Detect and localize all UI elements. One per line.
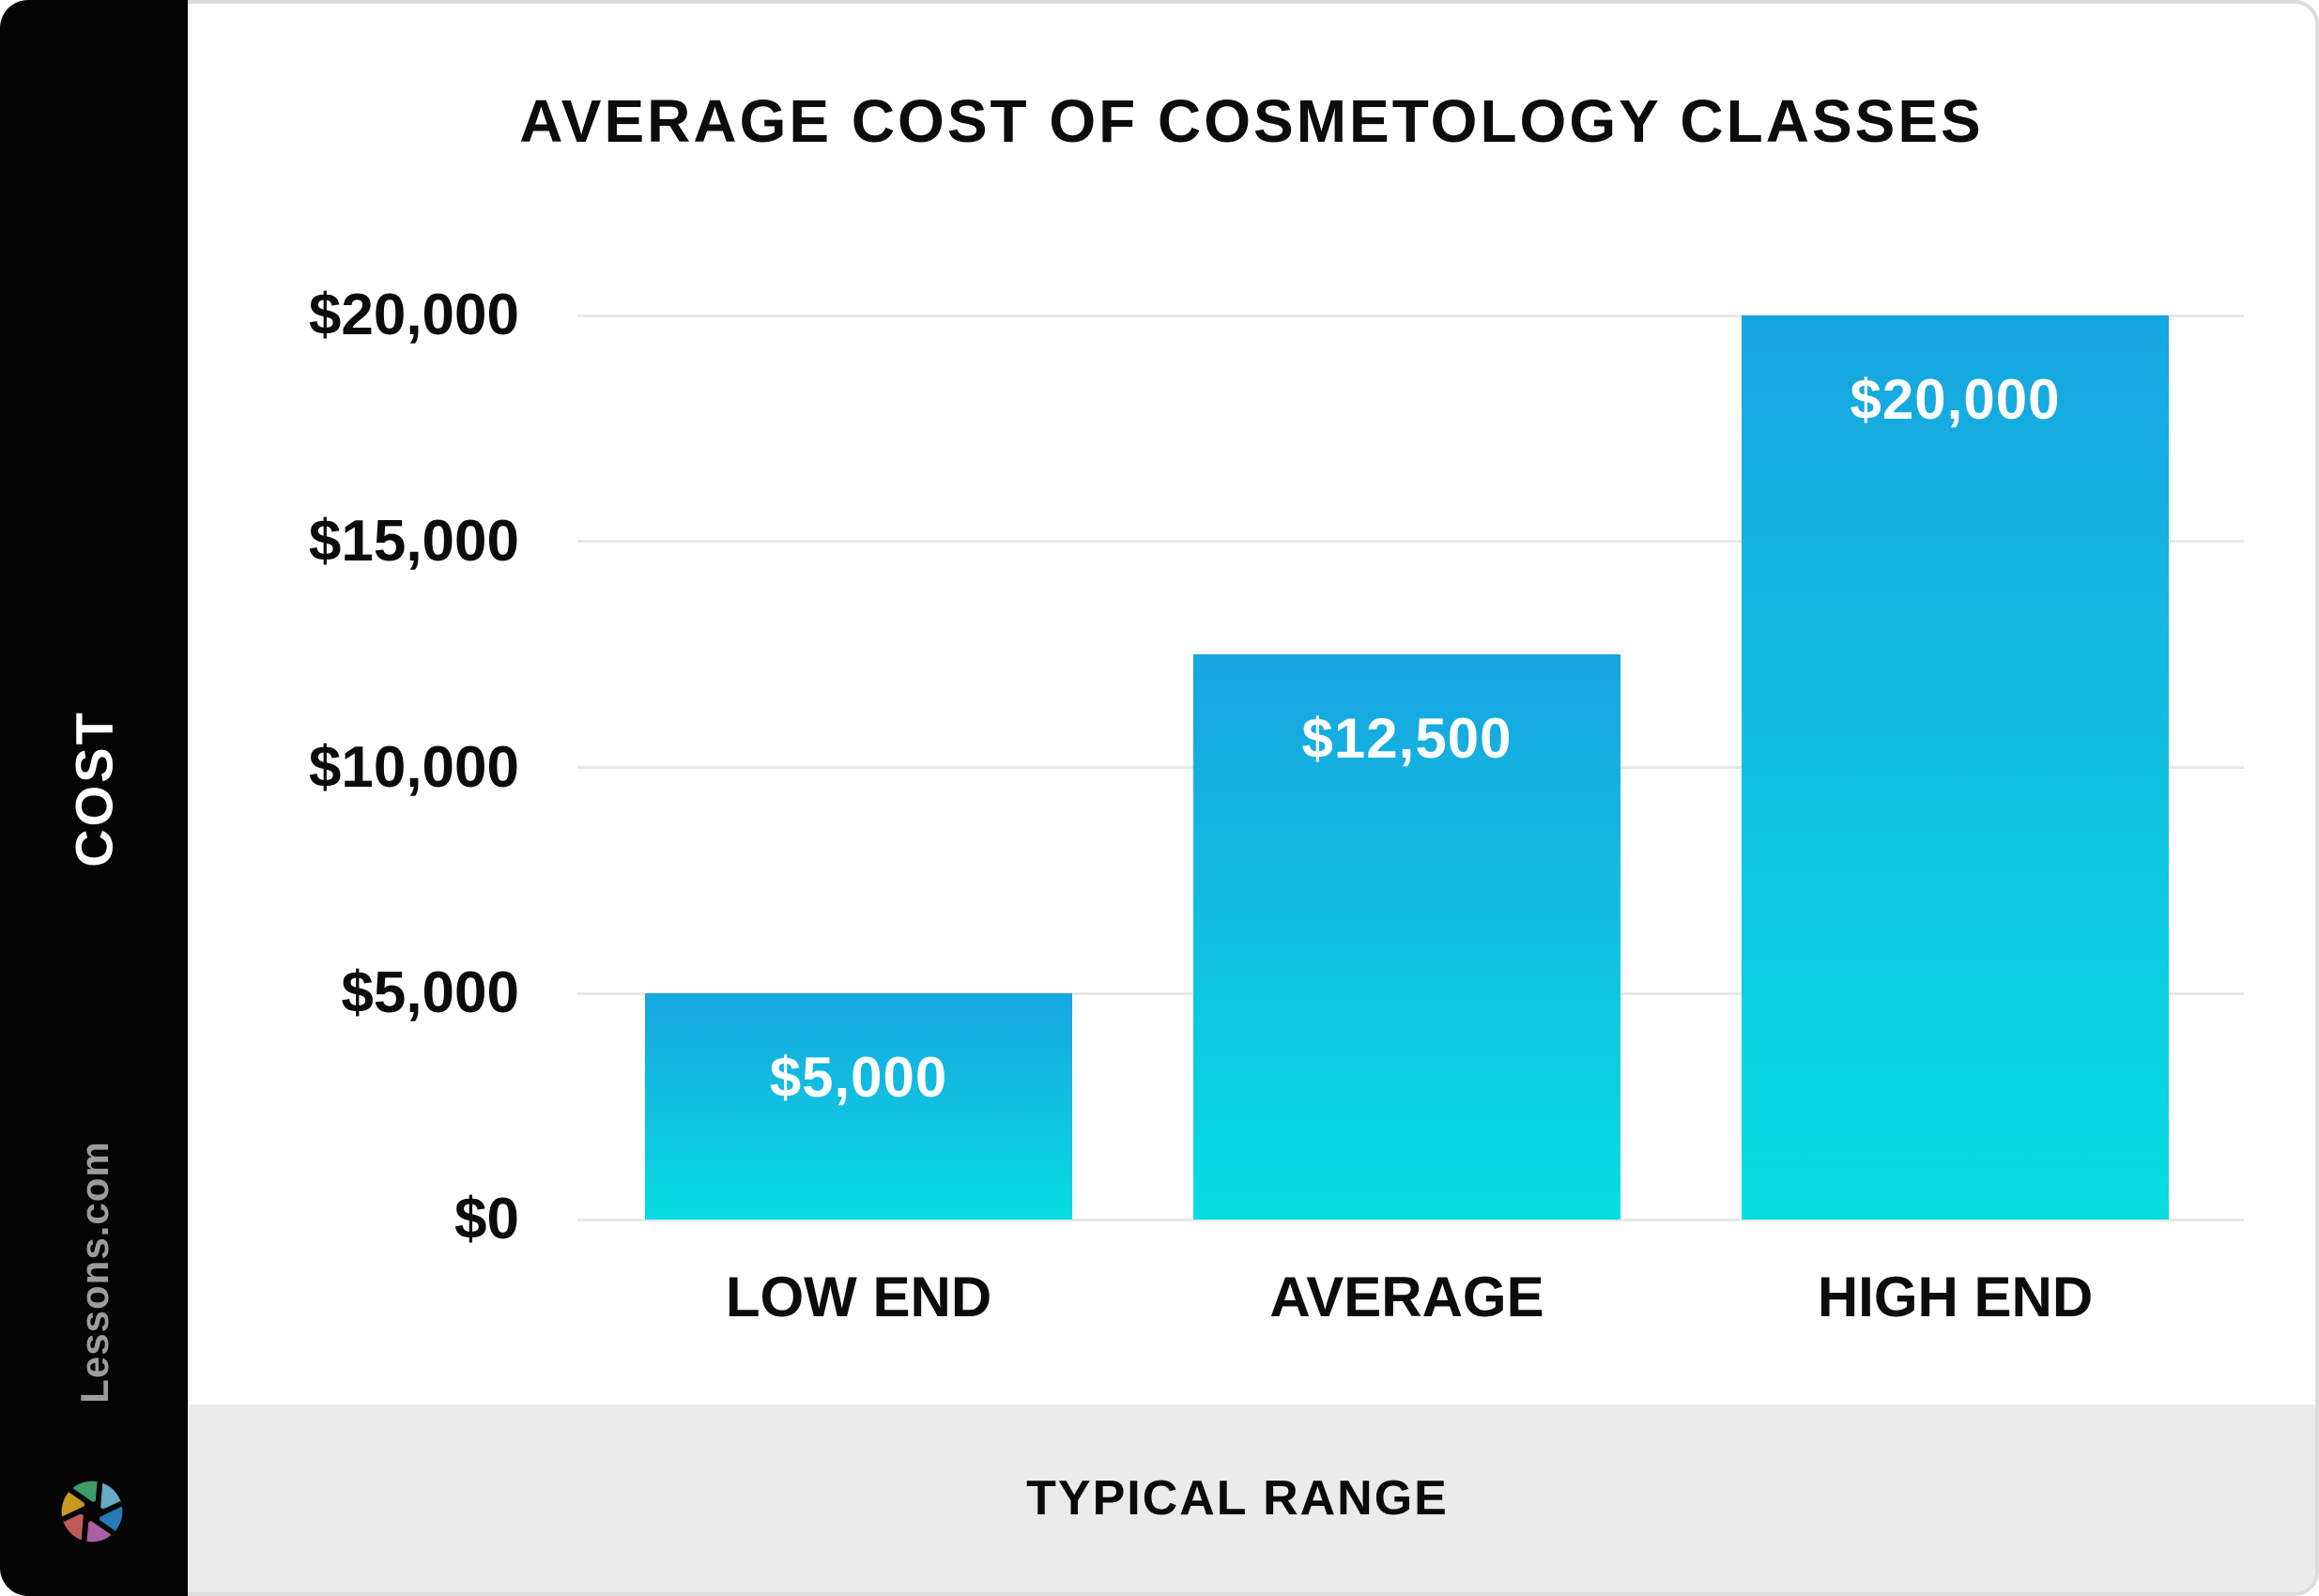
y-tick-label: $10,000 — [308, 734, 519, 800]
x-category-label: AVERAGE — [1269, 1266, 1544, 1328]
y-gridline — [577, 314, 2244, 317]
x-category-label: HIGH END — [1817, 1266, 2094, 1328]
chart-title: AVERAGE COST OF COSMETOLOGY CLASSES — [519, 87, 1984, 155]
y-tick-label: $20,000 — [308, 283, 519, 347]
x-category-label: LOW END — [725, 1266, 992, 1328]
bar-low-end: $5,000 — [645, 993, 1072, 1220]
bar-value-label: $12,500 — [1301, 707, 1513, 771]
bar-average: $12,500 — [1193, 654, 1620, 1220]
chart-card: AVERAGE COST OF COSMETOLOGY CLASSES $0 $5… — [160, 0, 2319, 1596]
y-gridline — [577, 540, 2244, 544]
y-tick-label: $15,000 — [308, 508, 519, 574]
y-axis-title: COST — [64, 710, 124, 867]
bar-value-label: $20,000 — [1850, 368, 2061, 431]
aperture-logo-icon — [61, 1481, 123, 1542]
y-tick-label: $5,000 — [341, 960, 519, 1026]
bar-high-end: $20,000 — [1742, 315, 2169, 1220]
y-tick-label: $0 — [454, 1187, 519, 1251]
x-axis-title: TYPICAL RANGE — [1026, 1471, 1449, 1526]
brand-name: Lessons.com — [72, 1141, 116, 1404]
y-gridline — [577, 1218, 2244, 1221]
bar-value-label: $5,000 — [769, 1046, 948, 1110]
x-axis-band: TYPICAL RANGE — [160, 1404, 2315, 1592]
left-sidebar: COST Lessons.com — [0, 0, 188, 1596]
